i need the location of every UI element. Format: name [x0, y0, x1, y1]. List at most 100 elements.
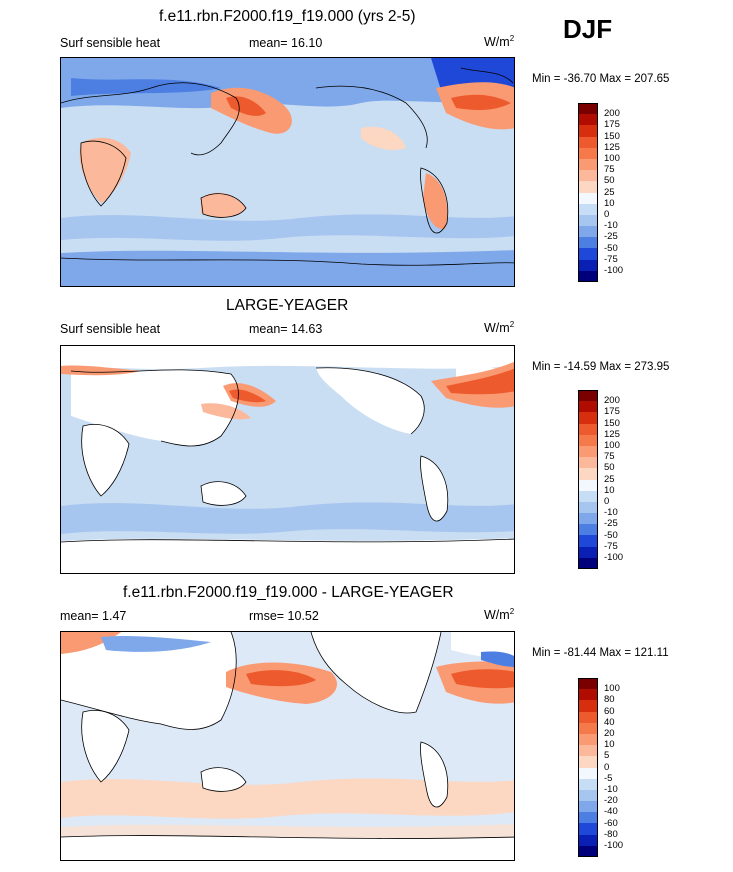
colorbar-level-label: 0 [604, 761, 610, 773]
colorbar-level-label: -5 [604, 772, 613, 784]
colorbar-swatch [578, 445, 598, 458]
colorbar-level-label: 50 [604, 175, 615, 187]
colorbar-level-label: -80 [604, 828, 618, 840]
colorbar-swatch [578, 401, 598, 413]
colorbar-swatch [578, 711, 598, 723]
colorbar-swatch [578, 812, 598, 824]
colorbar-level-label: 25 [604, 186, 615, 198]
colorbar-swatch [578, 423, 598, 435]
colorbar-level-label: -75 [604, 540, 618, 552]
colorbar-level-label: -100 [604, 265, 624, 276]
panel-3-mean: mean= 1.47 [60, 609, 127, 623]
colorbar-level-label: -75 [604, 253, 618, 265]
colorbar-level-label: -10 [604, 507, 618, 519]
colorbar-level-label: 50 [604, 462, 615, 474]
colorbar-level-label: -100 [604, 552, 624, 563]
panel-2-map [60, 345, 515, 574]
panel-3-minmax: Min = -81.44 Max = 121.11 [532, 647, 669, 659]
colorbar-swatch [578, 789, 598, 802]
colorbar-swatch [578, 801, 598, 813]
colorbar-swatch [578, 733, 598, 746]
colorbar-swatch [578, 778, 598, 790]
panel-1-variable: Surf sensible heat [60, 36, 161, 50]
colorbar-swatch [578, 259, 598, 271]
panel-2-title: LARGE-YEAGER [226, 297, 349, 314]
colorbar-level-label: 150 [604, 130, 620, 142]
panel-1-units: W/m2 [484, 34, 515, 50]
colorbar-swatch [578, 181, 598, 193]
colorbar-swatch [578, 678, 598, 690]
colorbar-level-label: 125 [604, 428, 620, 440]
colorbar-level-label: 125 [604, 141, 620, 153]
colorbar-level-label: 0 [604, 496, 610, 507]
colorbar-swatch [578, 513, 598, 525]
colorbar-swatch [578, 412, 598, 424]
colorbar-level-label: 40 [604, 716, 615, 728]
colorbar-swatch [578, 203, 598, 215]
colorbar-swatch [578, 834, 598, 846]
colorbar-level-label: 100 [604, 683, 620, 695]
colorbar-swatch [578, 689, 598, 701]
colorbar-level-label: 5 [604, 750, 610, 762]
panel-3-rmse: rmse= 10.52 [249, 609, 319, 623]
panel-3-map [60, 631, 515, 861]
colorbar-level-label: 0 [604, 209, 610, 220]
colorbar-swatch [578, 125, 598, 137]
panel-1-minmax: Min = -36.70 Max = 207.65 [532, 73, 670, 85]
colorbar-level-label: -10 [604, 784, 618, 795]
colorbar-swatch [578, 214, 598, 227]
colorbar-level-label: 10 [604, 197, 615, 209]
colorbar-level-label: 175 [604, 119, 620, 131]
colorbar-level-label: 80 [604, 694, 615, 706]
season-label: DJF [563, 14, 613, 44]
colorbar-swatch [578, 557, 598, 569]
colorbar-level-label: 150 [604, 417, 620, 429]
colorbar-swatch [578, 524, 598, 536]
panel-3-map-svg [61, 632, 514, 860]
colorbar-swatch [578, 390, 598, 402]
panel-3-units: W/m2 [484, 607, 515, 623]
panel-1-title: f.e11.rbn.F2000.f19_f19.000 (yrs 2-5) [159, 8, 416, 25]
colorbar-swatch [578, 192, 598, 204]
colorbar-swatch [578, 767, 598, 779]
colorbar-swatch [578, 756, 598, 768]
colorbar-swatch [578, 434, 598, 446]
colorbar-level-label: -25 [604, 231, 618, 243]
colorbar-swatch [578, 170, 598, 182]
colorbar-swatch [578, 845, 598, 857]
colorbar-level-label: -50 [604, 242, 618, 254]
colorbar-swatch [578, 700, 598, 712]
colorbar-level-label: -50 [604, 529, 618, 541]
colorbar-swatch [578, 745, 598, 757]
colorbar-level-label: 20 [604, 728, 615, 739]
colorbar-level-label: 60 [604, 705, 615, 717]
colorbar-level-label: 200 [604, 395, 620, 407]
colorbar-level-label: 100 [604, 440, 620, 451]
colorbar-swatch [578, 546, 598, 558]
panel-1-map-svg [61, 58, 514, 286]
colorbar-swatch [578, 248, 598, 260]
panel-2-colorbar [578, 390, 598, 569]
colorbar-swatch [578, 147, 598, 159]
colorbar-level-label: 200 [604, 108, 620, 120]
panel-1-colorbar [578, 103, 598, 282]
colorbar-level-label: 75 [604, 164, 615, 176]
colorbar-swatch [578, 722, 598, 734]
colorbar-swatch [578, 237, 598, 249]
colorbar-swatch [578, 501, 598, 514]
panel-2-units: W/m2 [484, 320, 515, 336]
panel-2-minmax: Min = -14.59 Max = 273.95 [532, 361, 670, 373]
panel-3-colorbar [578, 678, 598, 857]
colorbar-level-label: 100 [604, 153, 620, 164]
colorbar-swatch [578, 158, 598, 171]
colorbar-level-label: -20 [604, 795, 618, 807]
panel-2-mean: mean= 14.63 [249, 322, 323, 336]
colorbar-swatch [578, 103, 598, 115]
colorbar-level-label: -25 [604, 518, 618, 530]
panel-1-mean: mean= 16.10 [249, 36, 323, 50]
colorbar-level-label: -10 [604, 220, 618, 232]
colorbar-swatch [578, 114, 598, 126]
colorbar-swatch [578, 479, 598, 491]
colorbar-swatch [578, 490, 598, 502]
colorbar-swatch [578, 270, 598, 282]
